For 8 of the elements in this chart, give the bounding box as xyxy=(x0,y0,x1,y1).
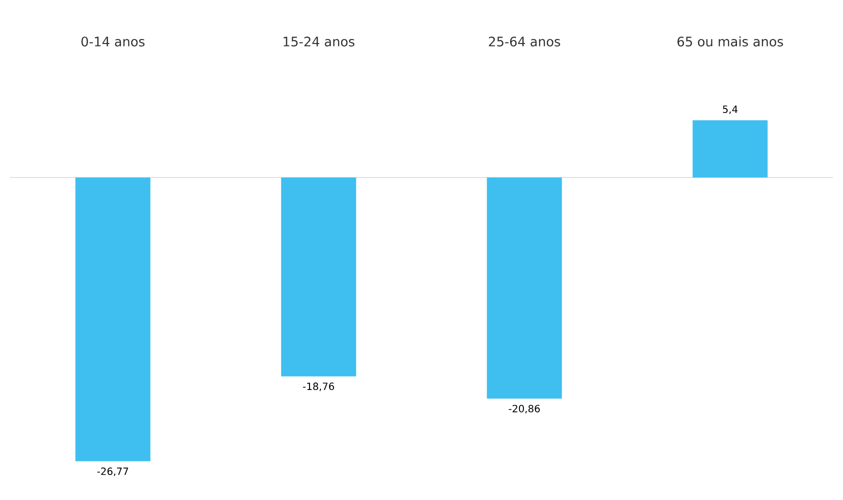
x-tick-label: 65 ou mais anos xyxy=(677,36,784,46)
x-tick-label: 0-14 anos xyxy=(81,36,145,46)
data-label: -20,86 xyxy=(508,404,540,414)
data-label: 5,4 xyxy=(722,106,738,114)
data-label: -18,76 xyxy=(303,382,334,392)
x-tick-label: 25-64 anos xyxy=(488,36,560,46)
data-label: -26,77 xyxy=(97,467,128,476)
x-tick-label: 15-24 anos xyxy=(284,36,354,46)
